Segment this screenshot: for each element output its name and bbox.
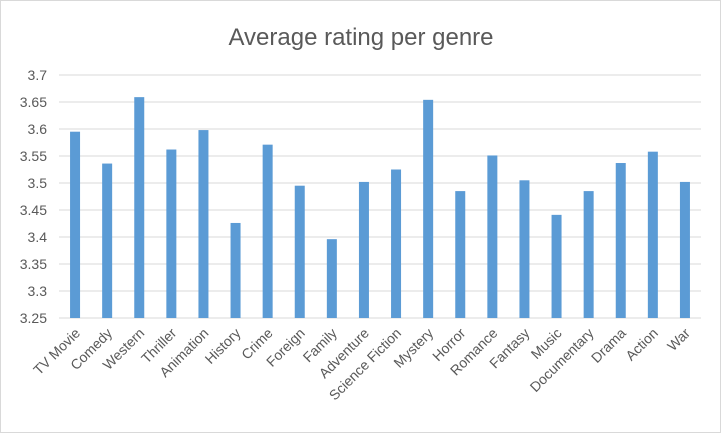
- bar: [615, 163, 626, 318]
- y-tick-label: 3.35: [20, 256, 47, 272]
- y-tick-label: 3.3: [28, 283, 48, 299]
- bar: [102, 163, 113, 318]
- y-tick-label: 3.65: [20, 94, 47, 110]
- y-tick-label: 3.5: [28, 175, 48, 191]
- x-category-label: History: [202, 325, 244, 367]
- y-tick-label: 3.45: [20, 202, 47, 218]
- chart-title: Average rating per genre: [228, 24, 493, 51]
- bar: [262, 144, 273, 318]
- bar: [519, 180, 530, 318]
- bar: [358, 181, 369, 318]
- y-tick-label: 3.25: [20, 310, 47, 326]
- bar: [166, 149, 177, 318]
- bar: [391, 169, 402, 318]
- bar: [134, 97, 145, 318]
- y-axis-ticks: 3.25 3.3 3.35 3.4 3.45 3.5 3.55 3.6 3.65 3.7: [20, 67, 47, 326]
- x-category-label: War: [664, 325, 693, 354]
- bar: [455, 191, 466, 318]
- bar: [198, 130, 209, 318]
- y-tick-label: 3.7: [28, 67, 48, 83]
- bar: [487, 155, 498, 318]
- y-tick-label: 3.55: [20, 148, 47, 164]
- x-axis-labels: TV MovieComedyWesternThrillerAnimationHi…: [30, 325, 693, 404]
- bar: [423, 99, 434, 318]
- y-tick-label: 3.6: [28, 121, 48, 137]
- bar: [647, 151, 658, 318]
- bar: [294, 185, 305, 318]
- gridlines: [59, 74, 701, 319]
- x-category-label: Drama: [588, 325, 629, 366]
- y-tick-label: 3.4: [28, 229, 48, 245]
- bar: [326, 239, 337, 318]
- bar: [70, 131, 81, 318]
- bar: [583, 191, 594, 318]
- bar: [679, 181, 690, 318]
- x-category-label: Action: [622, 325, 661, 364]
- bars: [70, 97, 690, 318]
- bar: [230, 222, 241, 318]
- bar: [551, 214, 562, 318]
